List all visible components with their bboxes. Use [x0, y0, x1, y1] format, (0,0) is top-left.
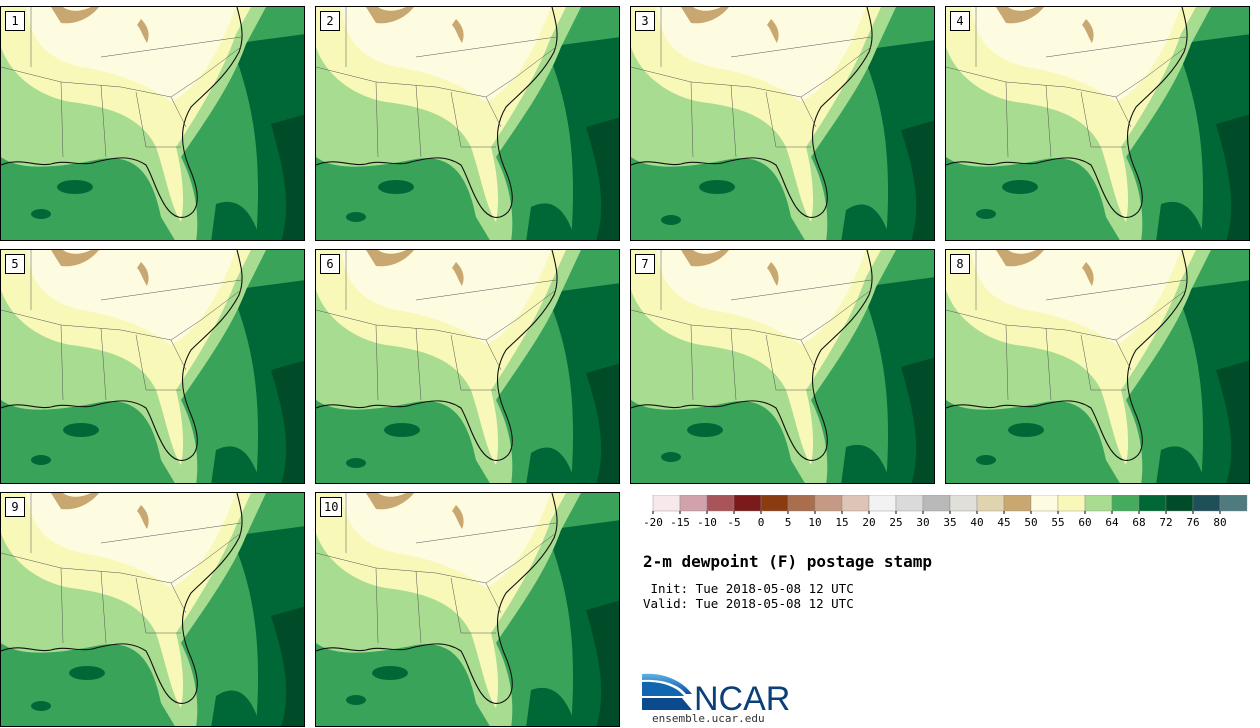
- colorbar-tick-label: 15: [835, 516, 848, 529]
- figure-title: 2-m dewpoint (F) postage stamp: [643, 552, 932, 571]
- colorbar-tick-label: 10: [808, 516, 821, 529]
- colorbar-tick-label: 40: [970, 516, 983, 529]
- colorbar-tick-label: 5: [785, 516, 792, 529]
- colorbar-swatch: [1003, 495, 1032, 512]
- colorbar-swatch: [1138, 495, 1167, 512]
- colorbar-swatch: [949, 495, 978, 512]
- map-panel-3: 3: [630, 6, 935, 241]
- member-label: 6: [320, 254, 340, 274]
- member-label: 5: [5, 254, 25, 274]
- ncar-logo-text: NCAR: [694, 680, 790, 714]
- map-panel-1: 1: [0, 6, 305, 241]
- colorbar-tick-label: 76: [1186, 516, 1199, 529]
- map-panel-6: 6: [315, 249, 620, 484]
- colorbar-swatch: [841, 495, 870, 512]
- colorbar-tick-label: 45: [997, 516, 1010, 529]
- member-label: 4: [950, 11, 970, 31]
- colorbar-tick-label: 64: [1105, 516, 1119, 529]
- colorbar-tick-label: 68: [1132, 516, 1145, 529]
- dewpoint-colorbar: -20 -15 -10 -5 0 5 10 15 20 25 30 35 40 45 50 55 60 64 68 7…: [643, 495, 1248, 529]
- colorbar-tick-label: 55: [1051, 516, 1064, 529]
- member-label: 1: [5, 11, 25, 31]
- map-panel-8: 8: [945, 249, 1250, 484]
- init-time: Init: Tue 2018-05-08 12 UTC: [643, 581, 854, 596]
- colorbar-swatch: [1084, 495, 1113, 512]
- colorbar-swatch: [1219, 495, 1248, 512]
- valid-time: Valid: Tue 2018-05-08 12 UTC: [643, 596, 854, 611]
- colorbar-tick-label: -10: [697, 516, 717, 529]
- dewpoint-map: [316, 250, 619, 483]
- colorbar-swatch: [1192, 495, 1221, 512]
- member-label: 10: [320, 497, 343, 517]
- colorbar-tick-label: 35: [943, 516, 956, 529]
- colorbar-tick-label: 72: [1159, 516, 1172, 529]
- colorbar-swatch: [976, 495, 1005, 512]
- colorbar-tick-label: -20: [643, 516, 663, 529]
- map-panel-2: 2: [315, 6, 620, 241]
- map-panel-10: 10: [315, 492, 620, 727]
- dewpoint-map: [946, 250, 1249, 483]
- map-panel-7: 7: [630, 249, 935, 484]
- ncar-logo: NCAR: [642, 673, 790, 714]
- dewpoint-map: [631, 7, 934, 240]
- member-label: 3: [635, 11, 655, 31]
- colorbar-swatch: [895, 495, 924, 512]
- colorbar-swatch: [922, 495, 951, 512]
- map-panel-5: 5: [0, 249, 305, 484]
- colorbar-tick-label: 60: [1078, 516, 1091, 529]
- member-label: 9: [5, 497, 25, 517]
- map-panel-4: 4: [945, 6, 1250, 241]
- colorbar-swatch: [679, 495, 708, 512]
- member-label: 7: [635, 254, 655, 274]
- colorbar-tick-label: -5: [727, 516, 740, 529]
- dewpoint-map: [1, 7, 304, 240]
- colorbar-tick-label: 25: [889, 516, 902, 529]
- dewpoint-map: [1, 250, 304, 483]
- dewpoint-map: [316, 493, 619, 726]
- colorbar-tick-label: 30: [916, 516, 929, 529]
- logo-url: ensemble.ucar.edu: [652, 712, 765, 725]
- member-label: 8: [950, 254, 970, 274]
- colorbar-tick-label: 0: [758, 516, 765, 529]
- colorbar-swatch: [868, 495, 897, 512]
- dewpoint-map: [316, 7, 619, 240]
- colorbar-tick-label: -15: [670, 516, 690, 529]
- colorbar-tick-label: 50: [1024, 516, 1037, 529]
- colorbar-swatch: [733, 495, 762, 512]
- colorbar-tick-label: 20: [862, 516, 875, 529]
- colorbar-swatch: [1165, 495, 1194, 512]
- member-label: 2: [320, 11, 340, 31]
- colorbar-swatch: [787, 495, 816, 512]
- colorbar-swatch: [760, 495, 789, 512]
- colorbar-tick-label: 80: [1213, 516, 1226, 529]
- colorbar-swatch: [814, 495, 843, 512]
- colorbar-swatch: [1111, 495, 1140, 512]
- colorbar-swatch: [1057, 495, 1086, 512]
- colorbar-swatch: [1030, 495, 1059, 512]
- map-panel-9: 9: [0, 492, 305, 727]
- colorbar-swatch: [706, 495, 735, 512]
- dewpoint-map: [1, 493, 304, 726]
- dewpoint-map: [631, 250, 934, 483]
- colorbar-swatch: [652, 495, 681, 512]
- dewpoint-map: [946, 7, 1249, 240]
